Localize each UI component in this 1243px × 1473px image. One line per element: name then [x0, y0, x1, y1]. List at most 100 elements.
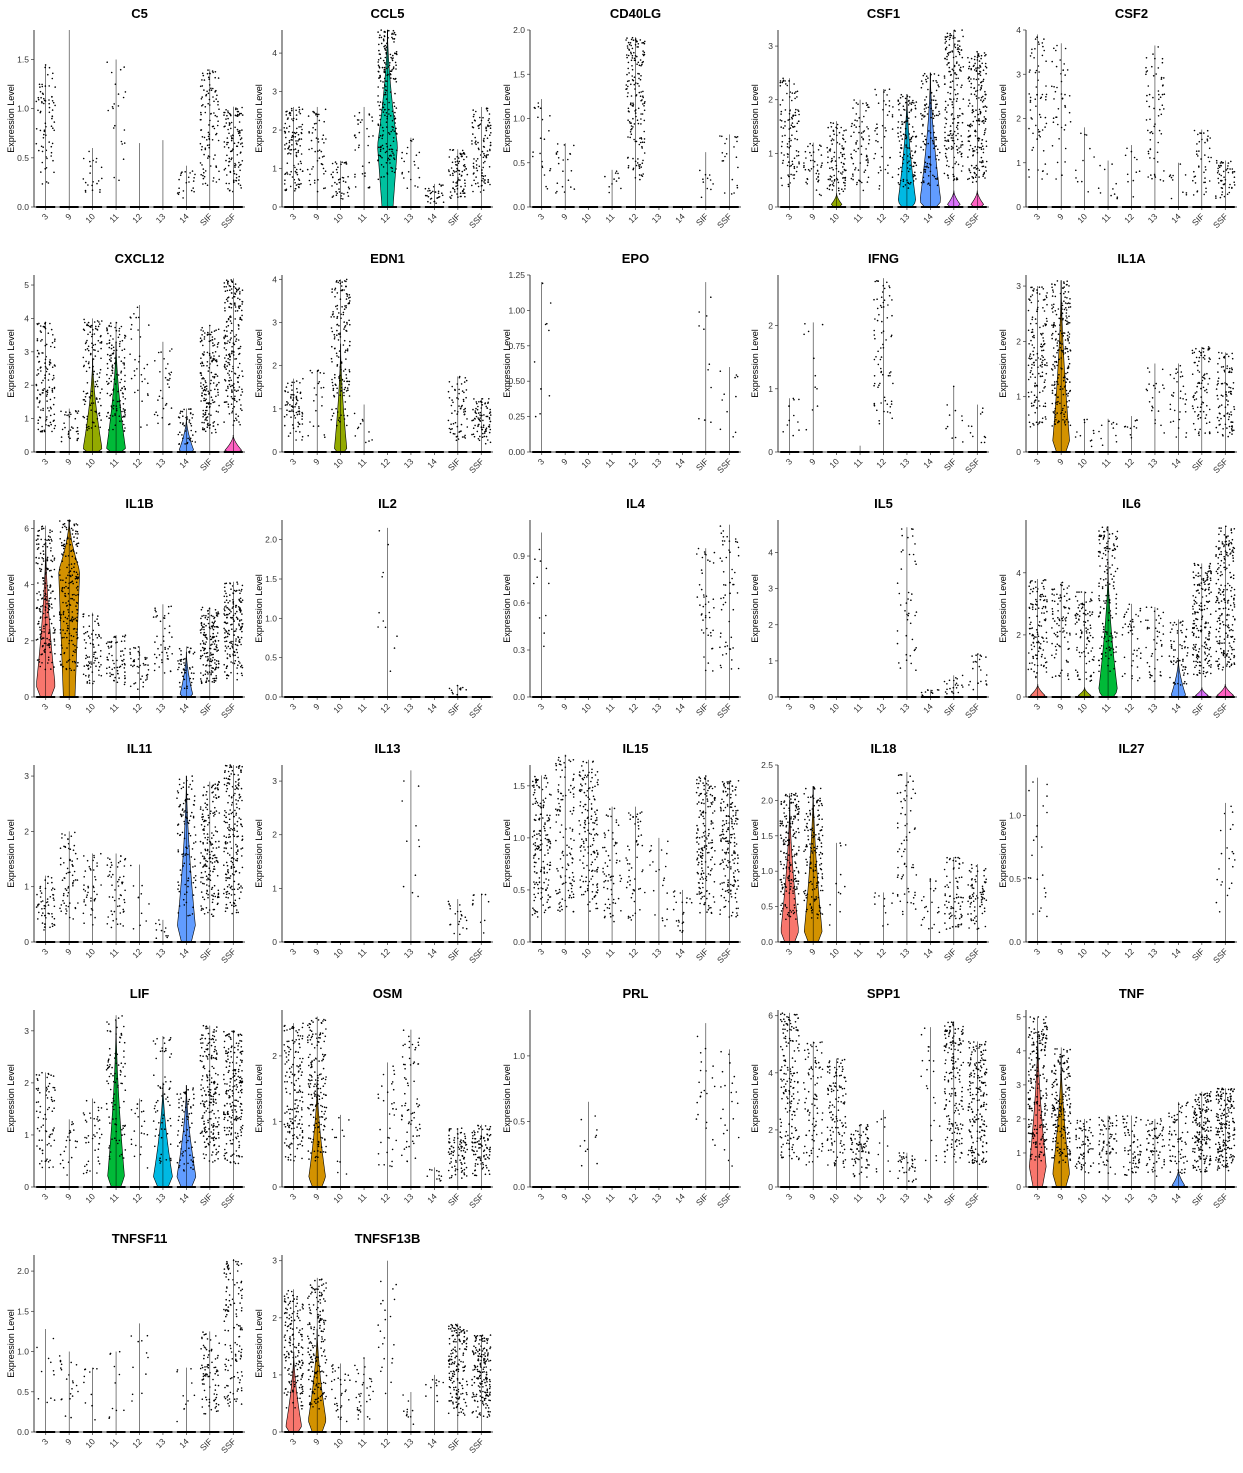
data-point — [543, 174, 546, 176]
data-point — [730, 193, 733, 195]
data-point — [1045, 372, 1048, 375]
data-point — [731, 178, 734, 181]
x-tick-label: SSF — [963, 456, 982, 475]
data-point — [206, 184, 209, 186]
data-point — [116, 400, 119, 403]
data-point — [852, 173, 854, 175]
data-point — [984, 131, 986, 134]
data-point — [53, 346, 56, 349]
data-point — [952, 147, 954, 149]
data-point — [961, 29, 963, 31]
x-tick-label: 11 — [851, 211, 865, 225]
data-point — [227, 385, 229, 388]
data-point — [238, 386, 241, 388]
data-point — [241, 391, 244, 393]
data-point — [292, 117, 295, 120]
data-point — [1030, 52, 1033, 54]
data-point — [230, 288, 233, 290]
data-point — [549, 115, 551, 117]
data-point — [112, 127, 115, 129]
data-point — [930, 73, 932, 76]
data-point — [110, 380, 112, 383]
data-point — [45, 367, 47, 369]
data-point — [118, 345, 121, 348]
data-point — [945, 46, 948, 49]
data-point — [168, 372, 170, 375]
data-point — [1153, 173, 1156, 176]
data-point — [984, 120, 987, 122]
data-point — [333, 316, 335, 318]
data-point — [299, 145, 301, 147]
data-point — [41, 150, 44, 153]
data-point — [36, 374, 38, 376]
data-point — [1038, 405, 1041, 407]
data-point — [949, 36, 951, 39]
data-point — [463, 169, 466, 171]
data-point — [1067, 365, 1070, 367]
data-point — [484, 442, 487, 445]
data-point — [1041, 93, 1044, 96]
data-point — [1163, 170, 1165, 172]
data-point — [1162, 84, 1164, 86]
data-point — [891, 115, 894, 118]
y-tick-label: 1 — [24, 414, 29, 424]
data-point — [210, 87, 212, 90]
data-point — [317, 382, 320, 385]
data-point — [332, 171, 334, 173]
data-point — [385, 162, 388, 164]
data-point — [214, 351, 217, 353]
data-point — [464, 165, 466, 168]
data-point — [385, 98, 388, 100]
data-point — [626, 45, 629, 47]
data-point — [295, 114, 298, 116]
data-point — [1064, 124, 1067, 126]
x-tick-label: SSF — [1211, 456, 1230, 475]
data-point — [1037, 79, 1039, 81]
data-point — [960, 70, 962, 72]
data-point — [117, 93, 120, 95]
data-point — [39, 111, 42, 114]
data-point — [1031, 328, 1034, 331]
data-point — [860, 153, 863, 156]
data-point — [337, 281, 339, 284]
data-point — [295, 118, 298, 121]
data-point — [635, 41, 637, 43]
data-point — [1046, 362, 1048, 364]
data-point — [52, 420, 55, 422]
data-point — [798, 398, 800, 401]
data-point — [218, 170, 220, 173]
data-point — [385, 121, 388, 123]
data-point — [641, 147, 643, 149]
data-point — [629, 136, 631, 139]
y-tick-label: 3 — [768, 41, 773, 51]
data-point — [346, 293, 348, 296]
data-point — [392, 29, 395, 32]
y-tick-label: 4 — [272, 48, 277, 58]
data-point — [340, 362, 343, 364]
data-point — [119, 340, 121, 343]
data-point — [64, 426, 66, 429]
data-point — [1099, 164, 1101, 167]
data-point — [119, 381, 121, 384]
data-point — [46, 400, 48, 402]
data-point — [1066, 317, 1068, 319]
data-point — [816, 405, 819, 407]
data-point — [974, 130, 976, 132]
data-point — [141, 380, 143, 383]
data-point — [1042, 359, 1044, 362]
data-point — [208, 133, 211, 136]
data-point — [166, 383, 169, 385]
data-point — [927, 142, 929, 145]
data-point — [333, 347, 336, 350]
data-point — [230, 306, 233, 309]
data-point — [464, 437, 467, 439]
data-point — [342, 370, 345, 372]
data-point — [391, 32, 393, 35]
data-point — [1068, 333, 1071, 335]
data-point — [1076, 180, 1079, 183]
data-point — [1038, 134, 1040, 137]
data-point — [977, 78, 980, 80]
data-point — [1149, 131, 1151, 134]
data-point — [475, 167, 478, 169]
data-point — [562, 170, 564, 172]
